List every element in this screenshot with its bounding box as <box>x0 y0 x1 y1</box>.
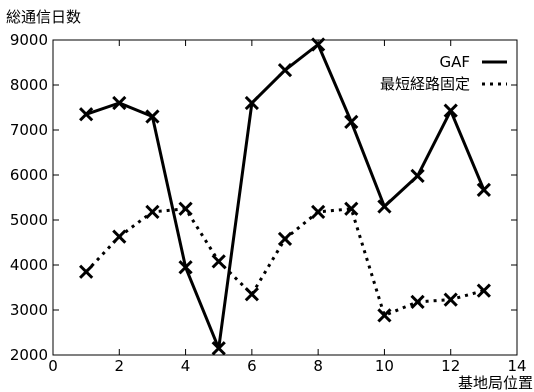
x-tick-label: 14 <box>507 357 526 375</box>
plot-border <box>52 39 518 356</box>
series-1 <box>79 37 491 356</box>
legend: GAF 最短経路固定 <box>380 53 507 93</box>
legend-label: GAF <box>439 53 470 71</box>
y-tick-label: 4000 <box>10 256 48 274</box>
data-point <box>311 204 326 220</box>
y-axis-label: 総通信日数 <box>6 8 81 26</box>
data-point <box>377 308 392 323</box>
data-point <box>145 204 160 220</box>
y-tick-label: 5000 <box>10 211 48 229</box>
x-tick-label: 12 <box>441 357 460 375</box>
data-point <box>344 114 359 130</box>
x-tick-label: 6 <box>247 357 257 375</box>
data-point <box>244 95 259 111</box>
x-tick-label: 8 <box>313 357 323 375</box>
data-point <box>277 63 293 78</box>
y-tick-label: 8000 <box>10 76 48 94</box>
data-point <box>244 287 259 302</box>
data-point <box>79 264 94 279</box>
data-point <box>410 168 425 184</box>
y-tick-label: 6000 <box>10 166 48 184</box>
data-point <box>178 260 193 275</box>
series-line <box>85 207 485 317</box>
x-tick-label: 0 <box>48 357 58 375</box>
data-point <box>377 199 392 214</box>
data-point <box>79 107 94 122</box>
y-tick-label: 7000 <box>10 121 48 139</box>
data-point <box>443 292 458 307</box>
y-tick-label: 2000 <box>10 346 48 364</box>
x-tick-label: 2 <box>115 357 125 375</box>
plot-frame <box>52 39 518 356</box>
data-point <box>112 229 127 244</box>
data-point <box>410 294 425 310</box>
series-layer <box>79 37 491 356</box>
data-point <box>311 37 326 52</box>
legend-label: 最短経路固定 <box>380 75 470 93</box>
x-tick-label: 4 <box>181 357 191 375</box>
data-point <box>344 201 359 216</box>
y-tick-label: 3000 <box>10 301 48 319</box>
data-point <box>211 254 226 269</box>
data-point <box>211 341 226 356</box>
series-2 <box>79 201 491 323</box>
x-tick-label: 10 <box>375 357 394 375</box>
axis-ticks <box>52 39 518 356</box>
data-point <box>277 231 293 247</box>
y-tick-label: 9000 <box>10 31 48 49</box>
axis-tick-labels: 2000 3000 4000 5000 6000 7000 8000 9000 0 2 4 6 8 10 1… <box>10 31 527 375</box>
x-axis-label: 基地局位置 <box>458 374 533 392</box>
data-point <box>476 182 491 197</box>
data-point <box>112 95 127 111</box>
data-point <box>476 283 491 298</box>
data-point <box>145 109 160 124</box>
data-point <box>178 201 193 216</box>
data-point <box>443 103 458 118</box>
